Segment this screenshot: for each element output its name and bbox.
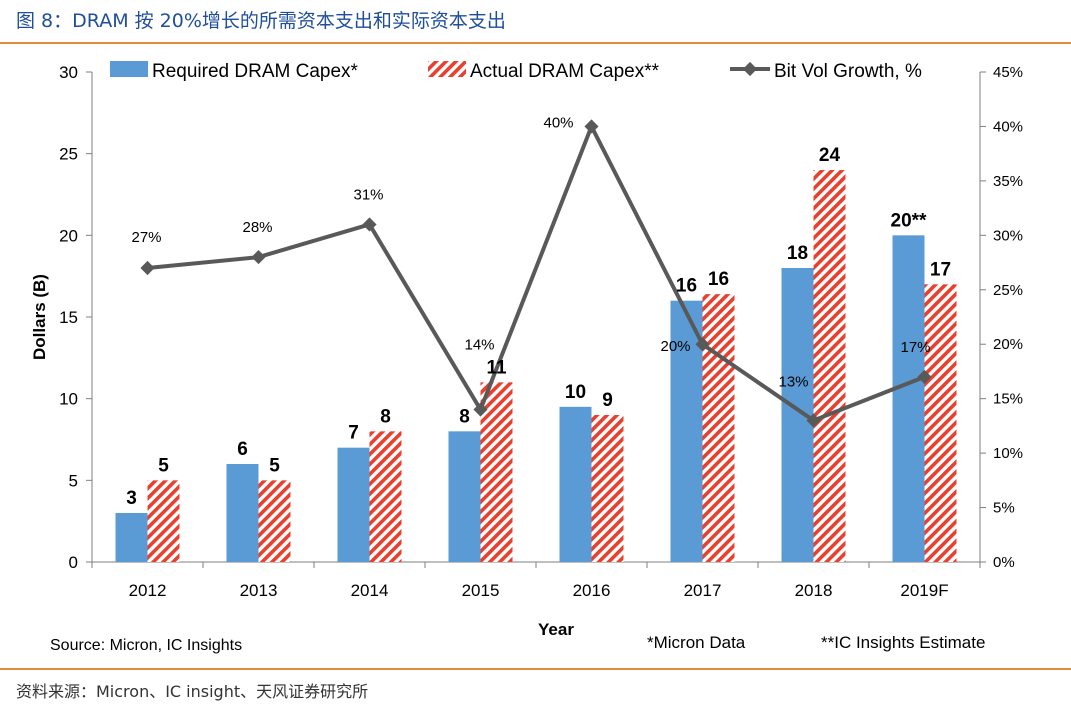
required-capex-label: 6 (237, 439, 248, 460)
bit-growth-point (695, 337, 710, 352)
x-tick-label: 2016 (573, 581, 611, 600)
bit-growth-point (917, 369, 932, 384)
y2-tick-label: 10% (993, 445, 1023, 462)
y-tick-label: 15 (59, 308, 78, 327)
actual-capex-bar (813, 170, 846, 562)
y2-tick-label: 30% (993, 227, 1023, 244)
actual-capex-label: 17 (930, 259, 951, 280)
y2-tick-label: 15% (993, 391, 1023, 408)
actual-capex-bar (258, 480, 291, 562)
required-capex-bar (226, 464, 259, 562)
actual-capex-label: 9 (602, 390, 613, 411)
bit-growth-label: 13% (778, 373, 808, 390)
actual-capex-label: 5 (158, 455, 169, 476)
required-capex-bar (115, 513, 148, 562)
actual-capex-bar (480, 382, 513, 562)
bit-growth-point (251, 250, 266, 265)
bit-growth-point (806, 413, 821, 428)
x-tick-label: 2012 (129, 581, 167, 600)
legend-actual-label: Actual DRAM Capex** (470, 61, 660, 82)
bit-growth-line (147, 124, 926, 423)
actual-capex-bar (924, 284, 957, 562)
y-tick-label: 30 (59, 63, 78, 82)
legend-actual-swatch (428, 61, 466, 77)
x-tick-label: 2014 (351, 581, 389, 600)
x-tick-label: 2017 (684, 581, 722, 600)
required-capex-bar (337, 447, 370, 562)
legend-growth-marker (742, 61, 758, 77)
actual-capex-bar (591, 415, 624, 562)
y2-tick-label: 0% (993, 554, 1015, 571)
bit-growth-label: 28% (242, 219, 272, 236)
x-tick-label: 2013 (240, 581, 278, 600)
y2-tick-label: 5% (993, 500, 1015, 517)
actual-capex-label: 11 (486, 357, 507, 378)
y-tick-label: 0 (69, 553, 78, 572)
actual-capex-label: 16 (708, 269, 729, 290)
y2-tick-label: 25% (993, 282, 1023, 299)
y-tick-label: 20 (59, 226, 78, 245)
required-capex-bar (559, 406, 592, 562)
bit-growth-label: 20% (660, 338, 690, 355)
actual-capex-label: 24 (819, 145, 841, 166)
header-rule (0, 42, 1071, 44)
bit-growth-label: 40% (543, 114, 573, 131)
required-capex-label: 20** (891, 210, 928, 231)
bit-growth-label: 27% (131, 229, 161, 246)
required-capex-label: 10 (565, 382, 586, 403)
y-axis-title: Dollars (B) (30, 274, 49, 360)
y-tick-label: 10 (59, 390, 78, 409)
required-capex-label: 3 (126, 488, 137, 509)
legend-required-label: Required DRAM Capex* (152, 61, 359, 82)
ic-insights-note: **IC Insights Estimate (821, 633, 985, 652)
bit-growth-point (584, 119, 599, 134)
required-capex-bar (892, 235, 925, 563)
bit-growth-label: 17% (900, 339, 930, 356)
bit-growth-label: 14% (464, 337, 494, 354)
y2-tick-label: 20% (993, 336, 1023, 353)
actual-capex-bar (369, 431, 402, 562)
y2-tick-label: 35% (993, 173, 1023, 190)
micron-data-note: *Micron Data (647, 633, 746, 652)
bit-growth-point (140, 260, 155, 276)
x-axis-title: Year (538, 620, 574, 639)
x-tick-label: 2019F (900, 581, 948, 600)
x-tick-label: 2015 (462, 581, 500, 600)
bit-growth-point (473, 402, 488, 417)
footer-rule (0, 668, 1071, 670)
legend-growth-label: Bit Vol Growth, % (774, 61, 922, 82)
required-capex-bar (448, 431, 481, 562)
required-capex-label: 7 (348, 423, 359, 444)
actual-capex-bar (702, 294, 735, 562)
legend-required-swatch (110, 61, 148, 77)
required-capex-label: 18 (787, 243, 808, 264)
actual-capex-label: 5 (269, 455, 280, 476)
actual-capex-bar (147, 480, 180, 562)
bit-growth-label: 31% (353, 186, 383, 203)
figure-source: 资料来源：Micron、IC insight、天风证券研究所 (16, 682, 369, 701)
y2-tick-label: 40% (993, 118, 1023, 135)
figure-title: 图 8：DRAM 按 20%增长的所需资本支出和实际资本支出 (16, 10, 506, 32)
required-capex-label: 16 (676, 276, 697, 297)
required-capex-label: 8 (459, 406, 470, 427)
chart-source-note: Source: Micron, IC Insights (50, 637, 242, 654)
y2-tick-label: 45% (993, 64, 1023, 81)
y-tick-label: 5 (69, 471, 78, 490)
actual-capex-label: 8 (380, 406, 391, 427)
bit-growth-point (362, 217, 377, 232)
y-tick-label: 25 (59, 145, 78, 164)
x-tick-label: 2018 (795, 581, 833, 600)
